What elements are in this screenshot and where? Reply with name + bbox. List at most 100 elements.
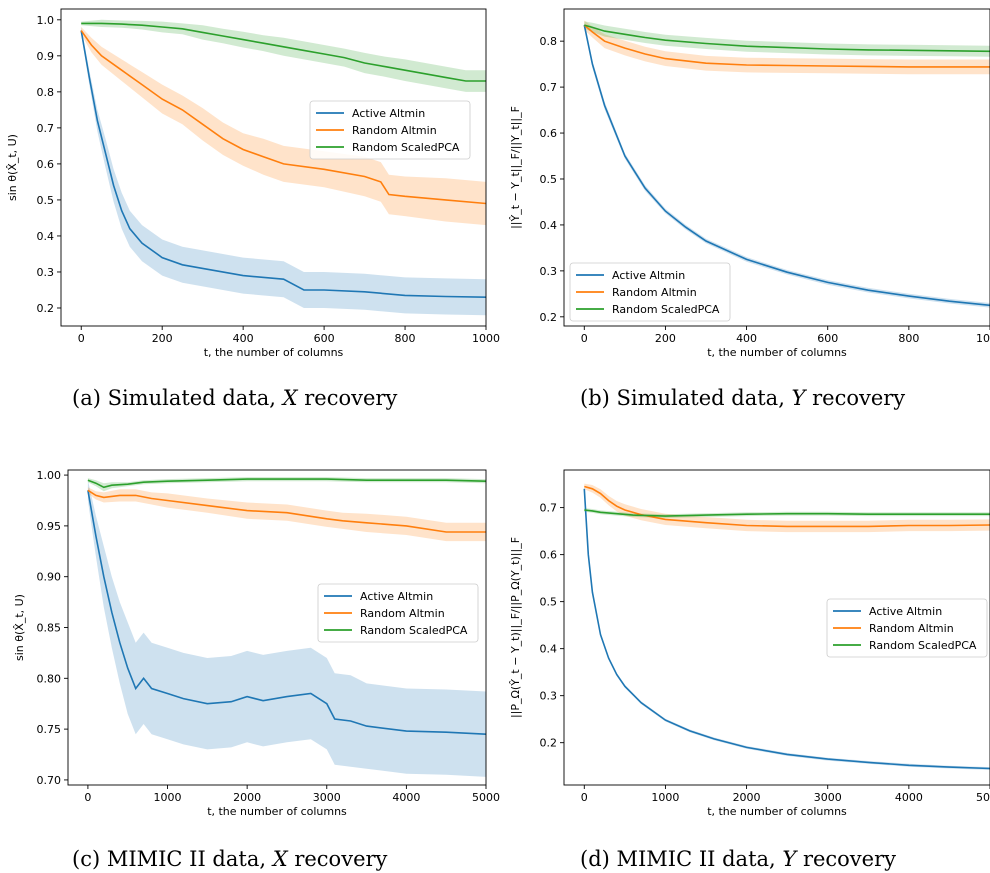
y-tick-label: 0.3 [540,690,558,703]
y-tick-label: 0.2 [540,737,558,750]
y-tick-label: 0.7 [540,502,558,515]
x-tick-label: 400 [736,332,757,345]
line-random-altmin [80,30,486,205]
x-tick-label: 2000 [233,791,261,804]
y-tick-label: 0.4 [540,643,558,656]
y-axis-label: sin θ(X̂_t, U) [6,134,19,201]
y-tick-label: 0.5 [540,596,558,609]
y-tick-label: 0.90 [37,571,62,584]
caption-a: (a) Simulated data, X recovery [72,386,398,410]
y-tick-label: 0.7 [37,122,55,135]
y-tick-label: 0.85 [37,622,62,635]
legend-label: Random ScaledPCA [612,303,720,316]
caption-b: (b) Simulated data, Y recovery [580,386,906,410]
x-tick-label: 3000 [313,791,341,804]
legend-label: Random ScaledPCA [869,639,977,652]
y-tick-label: 0.80 [37,672,62,685]
legend-label: Random ScaledPCA [360,624,468,637]
line-active-altmin [583,24,990,307]
band-random-scaledpca [584,21,990,57]
legend: Active Altmin Random Altmin Random ScaledP… [309,100,471,160]
line-random-scaledpca [87,478,486,489]
x-tick-label: 0 [581,332,588,345]
y-tick-label: 1.00 [37,469,62,482]
y-axis-label: sin θ(X̂_t, U) [13,594,26,661]
axes-frame [60,8,487,327]
line-active-altmin [583,488,990,770]
x-tick-label: 800 [395,332,416,345]
legend-label: Random Altmin [352,124,437,137]
y-tick-label: 0.6 [540,127,558,140]
plot-area [583,20,990,308]
y-axis-label: ||Ŷ_t − Y_t||_F/||Y_t||_F [509,106,522,229]
x-tick-label: 5000 [472,791,500,804]
legend-label: Active Altmin [360,590,433,603]
plot-area [583,483,990,770]
x-tick-label: 3000 [814,791,842,804]
y-tick-label: 0.5 [540,173,558,186]
legend-label: Active Altmin [612,269,685,282]
x-tick-label: 200 [152,332,173,345]
y-tick-label: 0.8 [540,35,558,48]
chart-d: 0 1000 2000 3000 4000 5000 0.2 0.3 0.4 0.5 0.6 0.7 t… [509,469,990,818]
band-random-scaledpca [81,19,486,92]
x-tick-label: 600 [314,332,335,345]
line-random-altmin [584,485,990,528]
x-tick-label: 1000 [154,791,182,804]
y-tick-label: 0.4 [37,230,55,243]
y-tick-label: 0.2 [37,302,55,315]
band-random-altmin [584,483,990,533]
y-tick-label: 0.4 [540,219,558,232]
y-tick-label: 0.95 [37,520,62,533]
y-tick-label: 1.0 [37,14,55,27]
line-random-altmin [87,489,486,533]
line-random-scaledpca [81,22,486,82]
legend-box [826,598,988,658]
legend-box [309,100,471,160]
x-axis-label: t, the number of columns [207,805,347,818]
line-active-altmin [87,490,486,735]
y-tick-label: 0.70 [37,774,62,787]
band-random-altmin [81,27,486,226]
legend: Active Altmin Random Altmin Random ScaledP… [826,598,988,658]
legend-label: Random Altmin [360,607,445,620]
x-tick-label: 4000 [392,791,420,804]
axes-frame [563,8,990,327]
chart-a: 0 200 400 600 800 1000 0.2 0.3 0.4 0.5 0.6 0.7 0.8 0.… [6,8,500,359]
legend-label: Random Altmin [612,286,697,299]
x-tick-label: 0 [581,791,588,804]
x-tick-label: 1000 [976,332,990,345]
x-tick-label: 400 [233,332,254,345]
legend-label: Active Altmin [869,605,942,618]
chart-b: 0 200 400 600 800 1000 0.2 0.3 0.4 0.5 0.6 0.7 0.8 t,… [509,8,990,359]
x-tick-label: 4000 [895,791,923,804]
x-tick-label: 5000 [976,791,990,804]
x-tick-label: 2000 [733,791,761,804]
band-random-altmin [87,487,486,542]
band-active-altmin [81,27,486,316]
x-axis-label: t, the number of columns [707,805,847,818]
y-tick-label: 0.3 [540,265,558,278]
line-random-scaledpca [584,509,990,517]
x-tick-label: 1000 [472,332,500,345]
y-tick-label: 0.75 [37,723,62,736]
x-tick-label: 800 [898,332,919,345]
x-tick-label: 0 [84,791,91,804]
caption-c: (c) MIMIC II data, X recovery [72,847,388,871]
x-axis-label: t, the number of columns [204,346,344,359]
x-axis-label: t, the number of columns [707,346,847,359]
y-tick-label: 0.9 [37,50,55,63]
legend-box [569,262,731,322]
legend-box [317,583,479,643]
y-axis-label: ||P_Ω(Ŷ_t − Y_t)||_F/||P_Ω(Y_t)||_F [509,537,522,718]
plot-area [80,19,486,316]
line-active-altmin [80,30,486,298]
plot-area [87,477,486,777]
y-tick-label: 0.7 [540,81,558,94]
axes-frame [563,469,990,786]
band-active-altmin [87,480,486,777]
y-tick-label: 0.6 [540,549,558,562]
y-tick-label: 0.5 [37,194,55,207]
x-tick-label: 0 [78,332,85,345]
